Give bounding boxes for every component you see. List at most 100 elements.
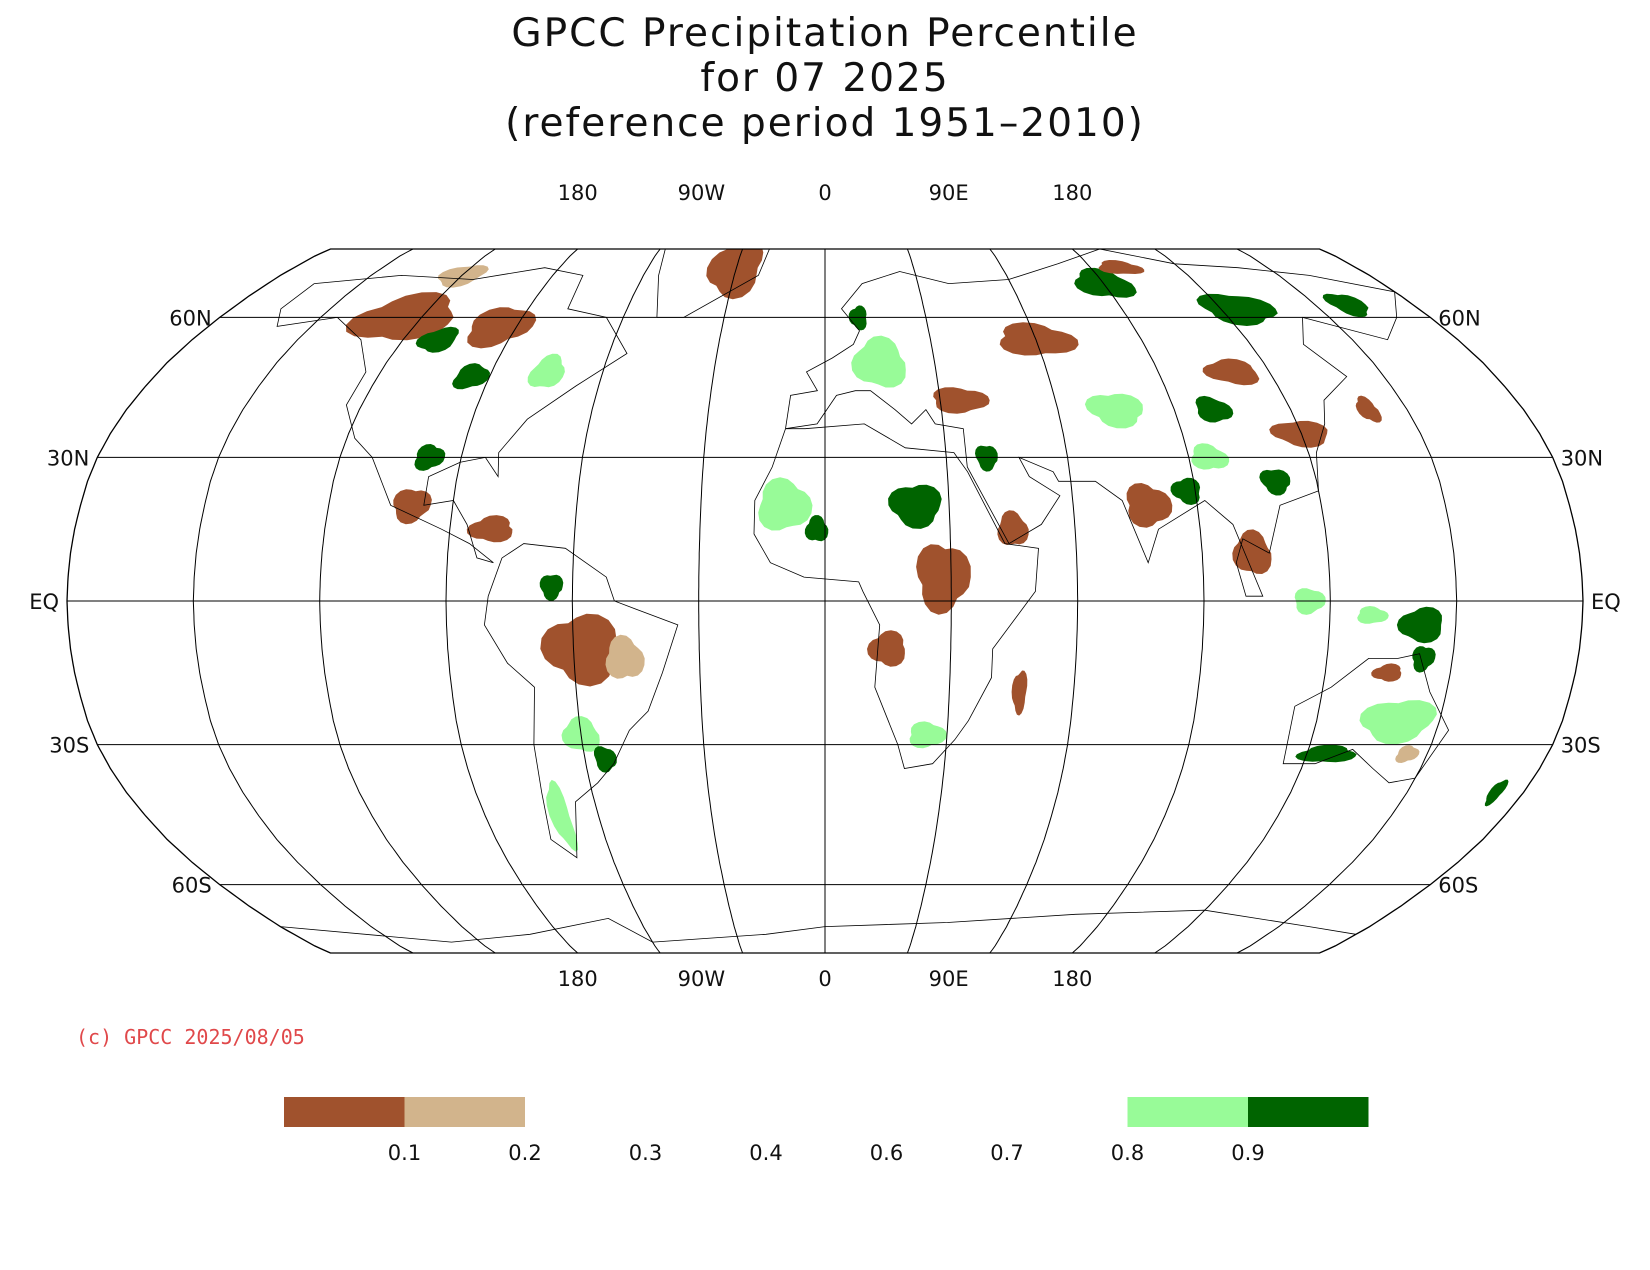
- precip-region: [1484, 779, 1509, 807]
- precip-region: [1359, 700, 1437, 745]
- longitude-line: [698, 249, 744, 953]
- coastline: [1282, 653, 1450, 784]
- longitude-label: 180: [1052, 181, 1092, 205]
- title-line-3: (reference period 1951–2010): [505, 101, 1145, 146]
- latitude-label: 30N: [47, 446, 89, 470]
- longitude-label: 90W: [678, 967, 726, 991]
- legend-swatch: [645, 1097, 766, 1127]
- longitude-label: 180: [558, 181, 598, 205]
- precip-region: [1295, 744, 1357, 763]
- latitude-label: 30S: [1561, 734, 1601, 758]
- coastline: [656, 249, 772, 318]
- precip-region: [706, 249, 764, 300]
- precip-region: [916, 544, 971, 615]
- coastline: [483, 543, 679, 859]
- legend-label: 0.3: [629, 1141, 662, 1165]
- longitude-line: [192, 249, 414, 953]
- longitude-label: 180: [1052, 967, 1092, 991]
- precip-region: [605, 634, 645, 679]
- legend-label: 0.6: [870, 1141, 903, 1165]
- longitude-labels-top: 180 90W 0 90E 180: [558, 181, 1093, 205]
- precip-region: [1202, 358, 1260, 386]
- longitude-line: [989, 249, 1079, 953]
- precip-region: [1191, 443, 1230, 470]
- latitude-label: EQ: [1591, 590, 1621, 614]
- longitude-line: [1154, 249, 1331, 953]
- precip-region: [539, 574, 564, 601]
- longitude-line: [571, 249, 661, 953]
- latitude-label: EQ: [29, 590, 59, 614]
- legend-swatch: [766, 1097, 887, 1127]
- precip-region: [997, 510, 1029, 545]
- precip-region: [452, 363, 490, 390]
- precip-region: [1170, 477, 1201, 505]
- precip-region: [527, 353, 565, 388]
- precip-region: [467, 307, 537, 349]
- latitude-labels-left: 60N 30N EQ 30S 60S: [29, 306, 212, 897]
- precip-region: [1084, 393, 1143, 429]
- precip-region: [758, 477, 813, 531]
- longitude-label: 90E: [929, 181, 969, 205]
- graticule: [67, 249, 1583, 953]
- precip-region: [1357, 606, 1389, 624]
- precip-region: [1355, 395, 1382, 423]
- legend-swatch: [886, 1097, 1007, 1127]
- precip-region: [909, 721, 947, 749]
- copyright-note: (c) GPCC 2025/08/05: [76, 1025, 305, 1049]
- precip-region: [999, 322, 1079, 356]
- coastline: [280, 909, 1356, 943]
- latitude-label: 60N: [169, 306, 211, 330]
- precip-region: [888, 484, 942, 529]
- legend-label: 0.9: [1231, 1141, 1264, 1165]
- precip-region: [393, 489, 432, 525]
- coastline: [276, 267, 628, 564]
- latitude-label: 60S: [172, 874, 212, 898]
- precip-region: [1126, 483, 1173, 528]
- precip-region: [540, 613, 617, 687]
- precip-region: [1395, 745, 1420, 763]
- chart-title: GPCC Precipitation Percentile for 07 202…: [505, 11, 1145, 146]
- title-line-1: GPCC Precipitation Percentile: [511, 11, 1138, 56]
- precip-region: [1396, 606, 1442, 644]
- legend-label: 0.1: [388, 1141, 421, 1165]
- precip-region: [867, 630, 905, 667]
- legend-swatch: [1248, 1097, 1369, 1127]
- precip-region: [677, 230, 738, 248]
- longitude-label: 180: [558, 967, 598, 991]
- precip-region: [1195, 395, 1234, 423]
- title-line-2: for 07 2025: [700, 56, 949, 101]
- longitude-line: [319, 249, 496, 953]
- precip-region: [1371, 663, 1402, 682]
- latitude-label: 60N: [1438, 306, 1480, 330]
- precip-region: [1196, 293, 1278, 326]
- longitude-line: [1071, 249, 1205, 953]
- precip-region: [1011, 670, 1028, 716]
- legend-swatch: [404, 1097, 525, 1127]
- precip-region: [1259, 469, 1291, 496]
- precipitation-fields: [346, 230, 1509, 852]
- legend-label: 0.8: [1111, 1141, 1144, 1165]
- precip-region: [1098, 260, 1145, 274]
- latitude-label: 30N: [1561, 446, 1603, 470]
- legend-swatch: [1007, 1097, 1128, 1127]
- map-boundary: [66, 248, 1584, 954]
- precip-region: [546, 779, 579, 852]
- latitude-label: 30S: [49, 734, 89, 758]
- legend-swatch: [284, 1097, 405, 1127]
- longitude-labels-bottom: 180 90W 0 90E 180: [558, 967, 1093, 991]
- legend-swatch: [525, 1097, 646, 1127]
- longitude-label: 90E: [929, 967, 969, 991]
- precip-region: [466, 515, 513, 543]
- longitude-label: 0: [818, 181, 831, 205]
- longitude-label: 90W: [678, 181, 726, 205]
- legend-label: 0.2: [508, 1141, 541, 1165]
- longitude-line: [906, 249, 952, 953]
- precip-region: [804, 515, 829, 542]
- latitude-label: 60S: [1438, 874, 1478, 898]
- precip-region: [437, 265, 489, 288]
- legend-swatch: [1127, 1097, 1248, 1127]
- precip-region: [975, 445, 998, 472]
- coastline: [753, 423, 1039, 769]
- precip-region: [1412, 646, 1436, 673]
